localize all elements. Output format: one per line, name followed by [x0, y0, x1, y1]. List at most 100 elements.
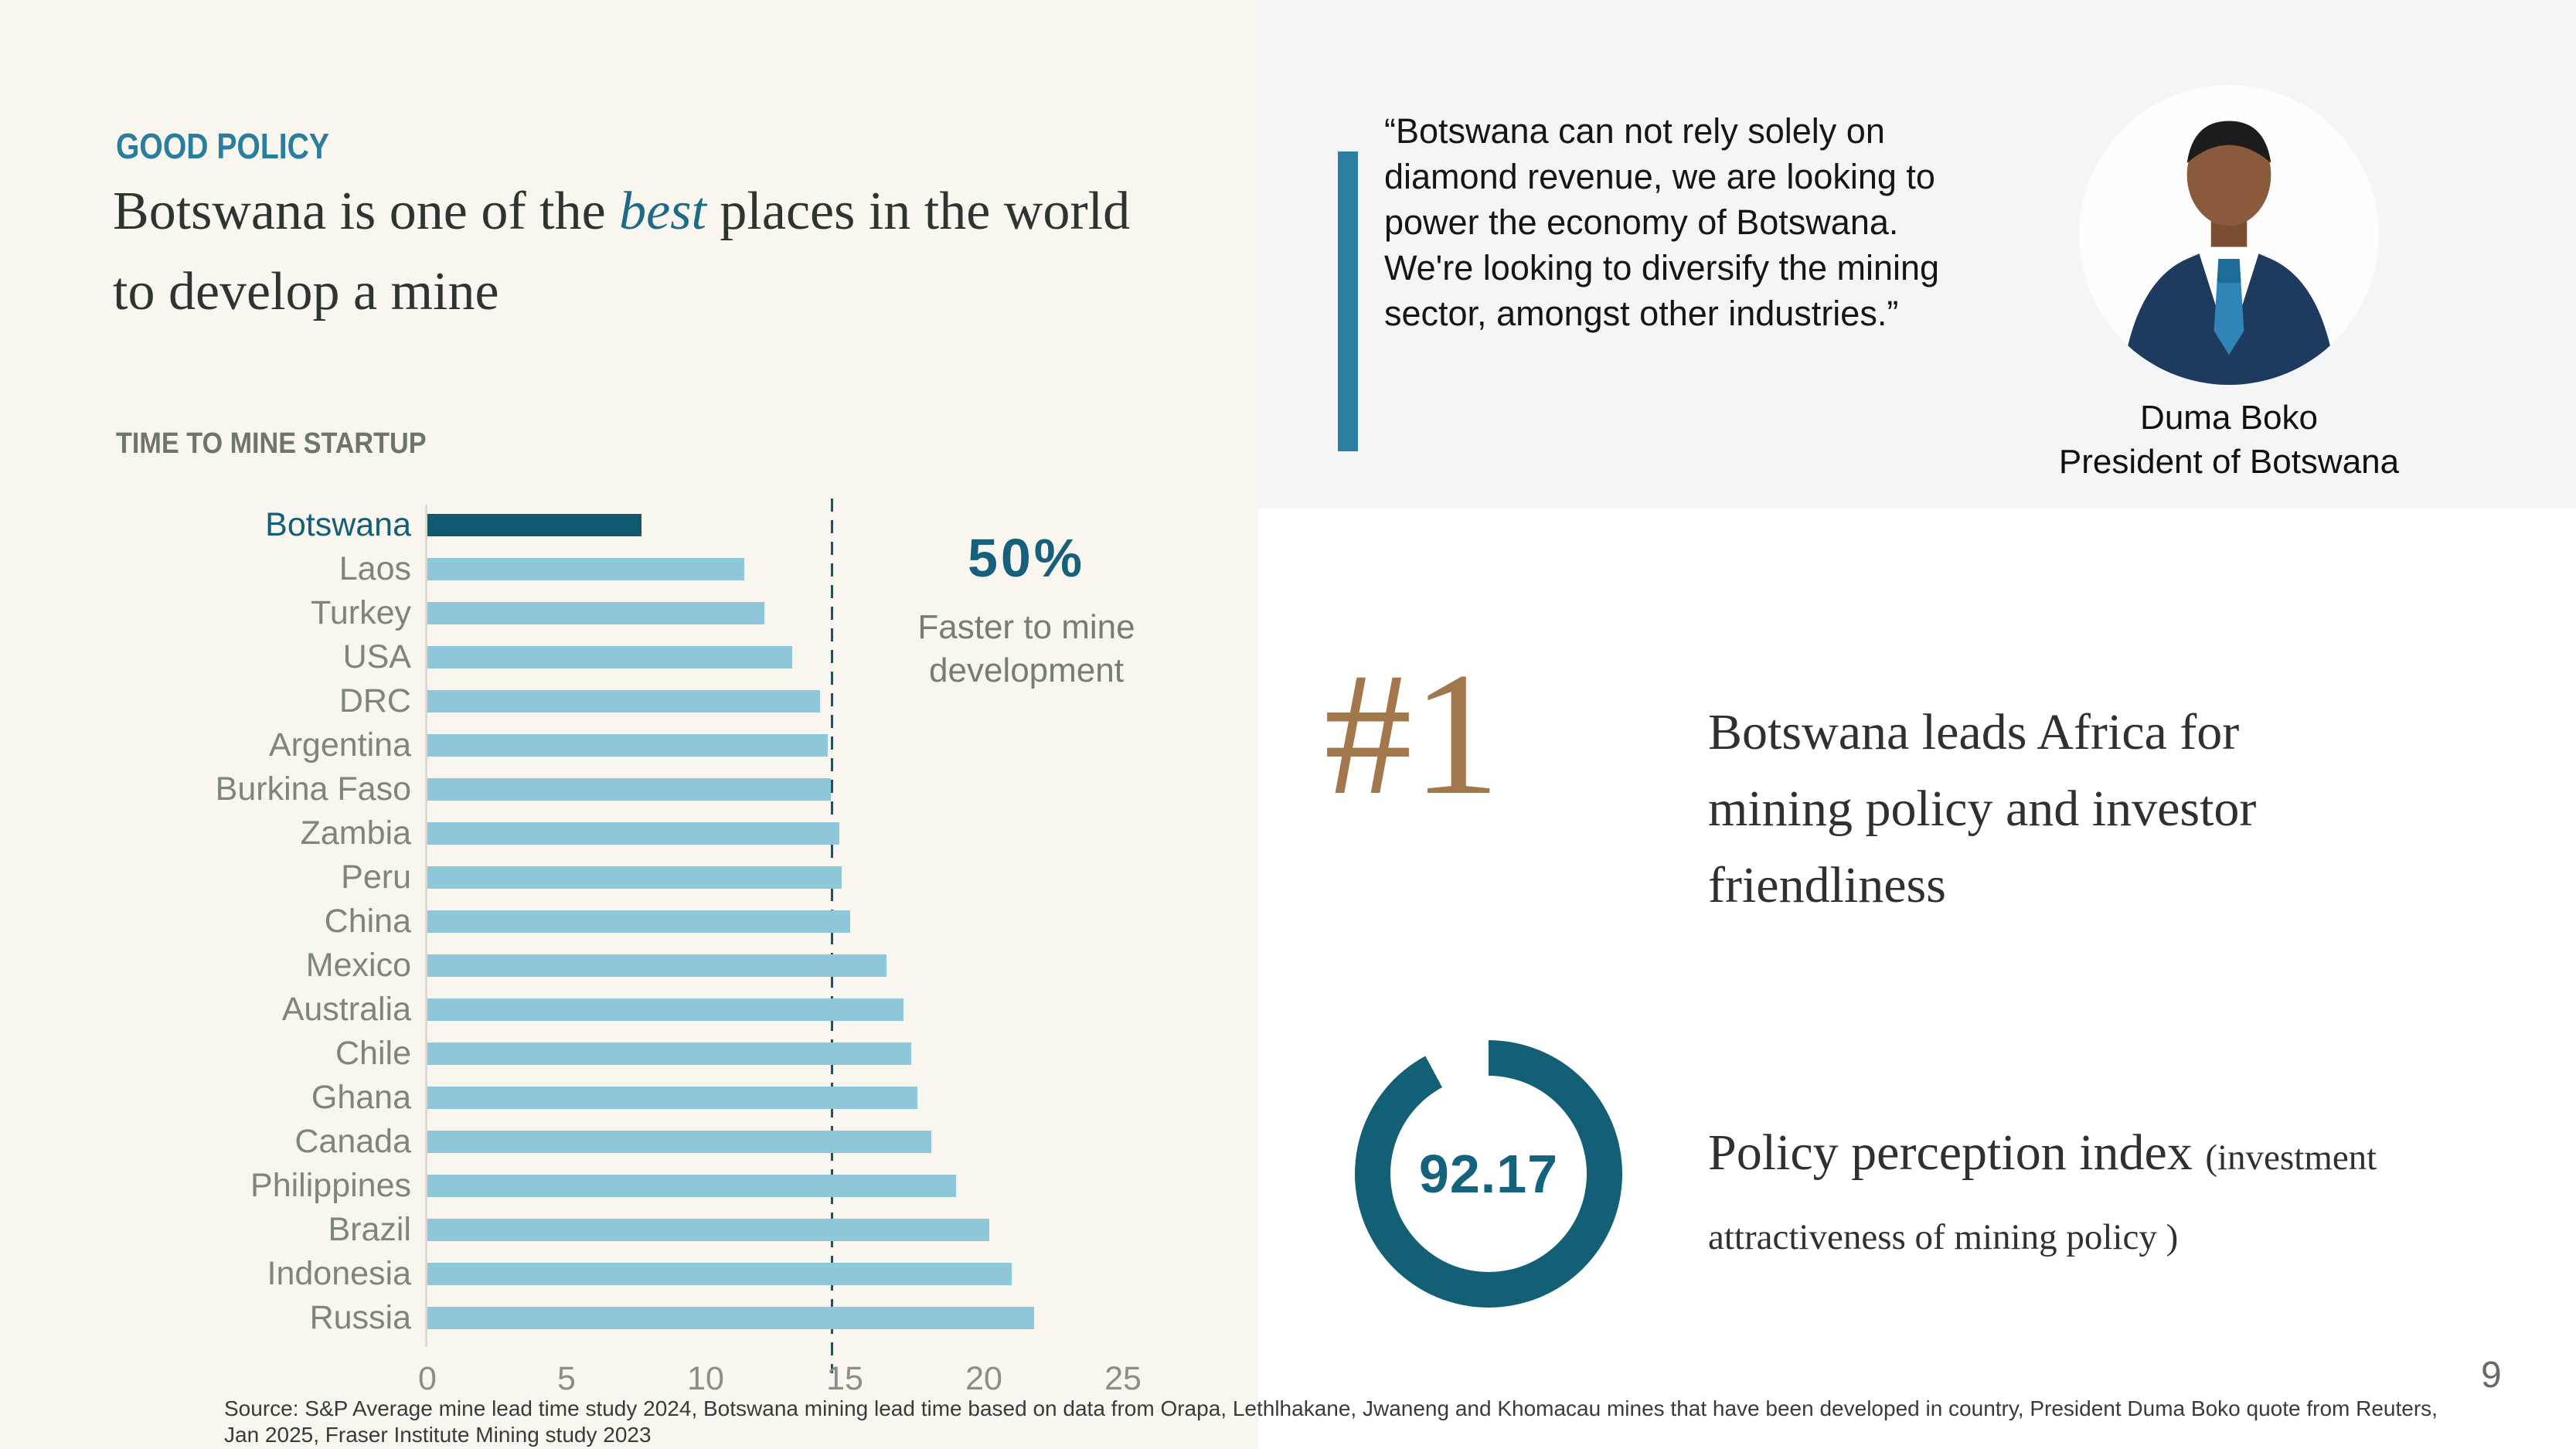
category-label: Zambia — [300, 815, 411, 852]
bar — [427, 1219, 990, 1241]
bar — [427, 822, 839, 845]
bar-track — [427, 822, 1123, 845]
chart-row: Burkina Faso — [116, 767, 1190, 811]
left-panel: GOOD POLICY Botswana is one of the best … — [0, 0, 1258, 1449]
chart-row: Peru — [116, 855, 1190, 900]
chart-row: China — [116, 900, 1190, 944]
chart-row: Zambia — [116, 811, 1190, 855]
annotation-label: Faster to mine development — [917, 608, 1135, 689]
bar — [427, 1087, 917, 1109]
bar — [427, 602, 764, 624]
page-title: Botswana is one of the best places in th… — [113, 172, 1172, 332]
bar — [427, 1043, 912, 1065]
x-tick: 5 — [557, 1360, 576, 1397]
policy-index-donut: 92.17 — [1355, 1040, 1622, 1308]
person-icon — [2079, 85, 2379, 385]
bar — [427, 558, 745, 580]
reference-line — [831, 498, 833, 1373]
category-label: Peru — [341, 859, 411, 896]
quote-panel: “Botswana can not rely solely on diamond… — [1258, 0, 2576, 509]
bar-track — [427, 1087, 1123, 1109]
x-tick: 20 — [965, 1360, 1002, 1397]
bar — [427, 1131, 931, 1153]
chart-annotation: 50% Faster to mine development — [887, 527, 1165, 692]
category-label: Ghana — [311, 1079, 411, 1116]
rank-description: Botswana leads Africa for mining policy … — [1708, 704, 2257, 913]
bar — [427, 690, 820, 713]
bar-track — [427, 690, 1123, 713]
chart-row: Botswana — [116, 503, 1190, 547]
bar-track — [427, 514, 1123, 536]
bar — [427, 998, 903, 1021]
category-label: Canada — [294, 1123, 411, 1160]
bar — [427, 734, 829, 757]
donut-hole — [1390, 1076, 1587, 1272]
bar-track — [427, 954, 1123, 977]
bar-track — [427, 1131, 1123, 1153]
bar-track — [427, 1307, 1123, 1329]
bar — [427, 646, 792, 668]
bar-track — [427, 1043, 1123, 1065]
category-label: Argentina — [268, 726, 411, 764]
category-label: DRC — [339, 682, 411, 719]
chart-row: Laos — [116, 547, 1190, 591]
bar — [427, 1175, 956, 1197]
chart-row: DRC — [116, 679, 1190, 723]
category-label: Brazil — [328, 1211, 411, 1248]
chart-row: Brazil — [116, 1208, 1190, 1252]
title-emphasis: best — [619, 182, 706, 241]
president-portrait — [2079, 85, 2379, 385]
bar-track — [427, 1175, 1123, 1197]
chart-row: Ghana — [116, 1076, 1190, 1120]
bar-track — [427, 558, 1123, 580]
x-tick: 0 — [418, 1360, 437, 1397]
policy-index-label-main: Policy perception index — [1708, 1124, 2206, 1181]
category-label: China — [324, 903, 411, 940]
chart-row: USA — [116, 635, 1190, 679]
chart-row: Philippines — [116, 1164, 1190, 1208]
bar-track — [427, 602, 1123, 624]
bar-chart: Botswana Laos Turkey USA DRC Argentina Burkina… — [116, 498, 1190, 1406]
category-label: Mexico — [305, 947, 411, 984]
y-axis-line — [425, 505, 427, 1347]
stats-panel: #1 Botswana leads Africa for mining poli… — [1258, 509, 2576, 1449]
x-tick: 25 — [1104, 1360, 1142, 1397]
bar — [427, 1263, 1012, 1285]
quote-text: “Botswana can not rely solely on diamond… — [1384, 111, 1940, 333]
quote-accent-bar — [1338, 151, 1358, 451]
category-label: Turkey — [311, 594, 411, 631]
chart-row: Turkey — [116, 591, 1190, 635]
title-prefix: Botswana is one of the — [113, 182, 620, 241]
eyebrow-label: GOOD POLICY — [116, 126, 329, 166]
bar-track — [427, 734, 1123, 757]
category-label: USA — [342, 638, 411, 675]
chart-rows: Botswana Laos Turkey USA DRC Argentina Burkina… — [116, 498, 1190, 1373]
category-label: Botswana — [265, 506, 411, 543]
chart-row: Australia — [116, 988, 1190, 1032]
x-tick: 10 — [687, 1360, 724, 1397]
bar-track — [427, 1219, 1123, 1241]
bar — [427, 1307, 1034, 1329]
chart-row: Russia — [116, 1296, 1190, 1340]
rank-number: #1 — [1324, 637, 1500, 832]
bar — [427, 514, 642, 536]
chart-row: Argentina — [116, 723, 1190, 767]
category-label: Indonesia — [267, 1255, 412, 1292]
page-number: 9 — [2481, 1355, 2502, 1396]
bar — [427, 910, 851, 933]
category-label: Russia — [309, 1299, 411, 1336]
title-suffix: places in the world to develop a mine — [113, 182, 1131, 321]
bar-track — [427, 866, 1123, 889]
bar-track — [427, 1263, 1123, 1285]
bar-track — [427, 646, 1123, 668]
category-label: Burkina Faso — [215, 770, 411, 808]
x-tick: 15 — [826, 1360, 863, 1397]
category-label: Laos — [339, 550, 411, 587]
annotation-value: 50% — [967, 528, 1086, 588]
category-label: Chile — [335, 1035, 411, 1072]
bar — [427, 866, 842, 889]
category-label: Australia — [281, 991, 411, 1028]
bar — [427, 954, 886, 977]
policy-index-label-detail: (investment attractiveness of mining pol… — [1708, 1138, 2377, 1257]
chart-row: Mexico — [116, 944, 1190, 988]
